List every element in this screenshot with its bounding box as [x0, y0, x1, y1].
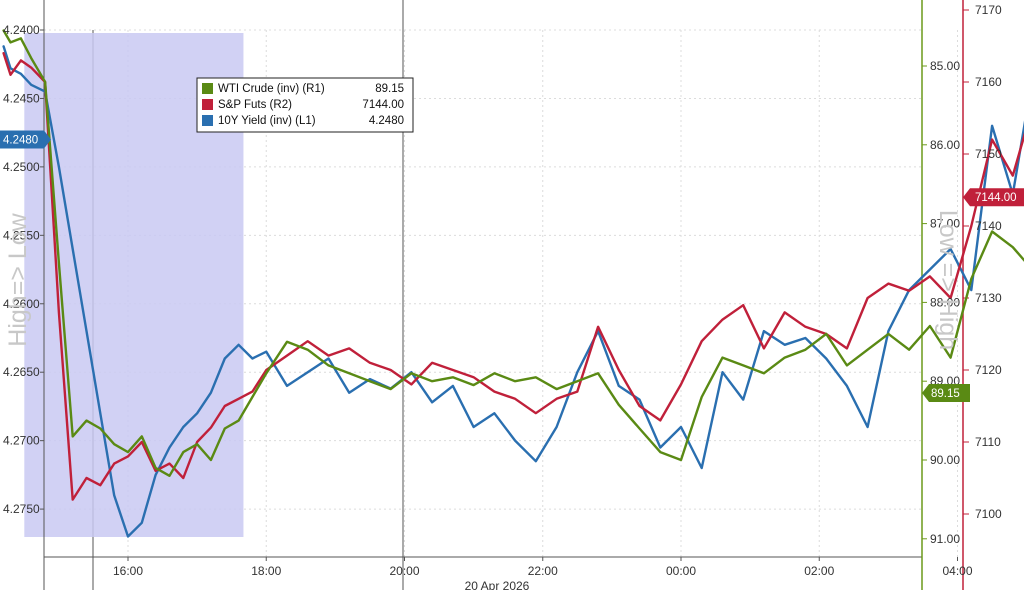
x-tick-label: 00:00: [666, 564, 696, 578]
left-tick-label: 4.2600: [3, 297, 40, 311]
sp-tick-label: 7140: [975, 219, 1002, 233]
legend-item-value: 7144.00: [362, 99, 404, 111]
x-axis-date-label: 20 Apr 2026: [465, 579, 530, 590]
left-tick-label: 4.2500: [3, 160, 40, 174]
legend-swatch: [202, 99, 213, 110]
last-value-tags: 4.2480 89.15 7144.00: [0, 130, 1024, 403]
wti-tick-label: 85.00: [930, 59, 960, 73]
x-tick-label: 22:00: [528, 564, 558, 578]
legend-box: [196, 77, 414, 133]
sp-tick-label: 7120: [975, 363, 1002, 377]
sp-tick-label: 7110: [975, 435, 1001, 449]
wti-tick-label: 88.00: [930, 295, 960, 309]
left-tick-label: 4.2650: [3, 365, 40, 379]
legend-swatch: [202, 83, 213, 94]
legend: WTI Crude (inv) (R1) 89.15 S&P Futs (R2) 71…: [196, 77, 414, 133]
wti-tick-label: 91.00: [930, 532, 960, 546]
legend-item-name: 10Y Yield (inv) (L1): [218, 115, 316, 127]
legend-item-name: WTI Crude (inv) (R1): [218, 83, 325, 95]
x-tick-label: 20:00: [389, 564, 419, 578]
left-tick-label: 4.2750: [3, 502, 40, 516]
series-line-10y: [2, 45, 1024, 538]
wti-last-tag-text: 89.15: [931, 388, 960, 400]
wti-tick-label: 86.00: [930, 138, 960, 152]
yield-last-tag-text: 4.2480: [3, 135, 38, 147]
wti-tick-label: 90.00: [930, 453, 960, 467]
sp-last-tag-text: 7144.00: [975, 192, 1017, 204]
legend-item-value: 89.15: [375, 83, 404, 95]
sp-tick-label: 7130: [975, 291, 1002, 305]
series-group: [2, 29, 1024, 538]
left-tick-label: 4.2550: [3, 228, 40, 242]
legend-item-name: S&P Futs (R2): [218, 99, 292, 111]
wti-last-tag: [922, 384, 970, 403]
wti-tick-label: 87.00: [930, 217, 960, 231]
x-tick-label: 04:00: [942, 564, 972, 578]
sp-tick-label: 7100: [975, 507, 1002, 521]
left-tick-label: 4.2700: [3, 434, 40, 448]
axes: [40, 0, 969, 590]
sp-tick-label: 7150: [975, 147, 1002, 161]
x-tick-label: 16:00: [113, 564, 143, 578]
right-axis-title: Low => High: [934, 210, 962, 350]
sp-tick-label: 7170: [975, 3, 1002, 17]
tick-labels: 4.2400 4.2450 4.2500 4.2550 4.2600 4.2650 4.27…: [3, 3, 1002, 590]
sp-last-tag: [963, 188, 1024, 207]
x-tick-label: 18:00: [251, 564, 281, 578]
left-tick-label: 4.2450: [3, 91, 40, 105]
sp-tick-label: 7160: [975, 75, 1002, 89]
left-axis-title: High=> Low: [4, 212, 32, 346]
yield-last-tag: [0, 130, 51, 149]
left-tick-label: 4.2400: [3, 23, 40, 37]
series-line-wti: [2, 29, 1024, 477]
x-tick-label: 02:00: [804, 564, 834, 578]
legend-item-value: 4.2480: [369, 115, 404, 127]
legend-swatch: [202, 115, 213, 126]
